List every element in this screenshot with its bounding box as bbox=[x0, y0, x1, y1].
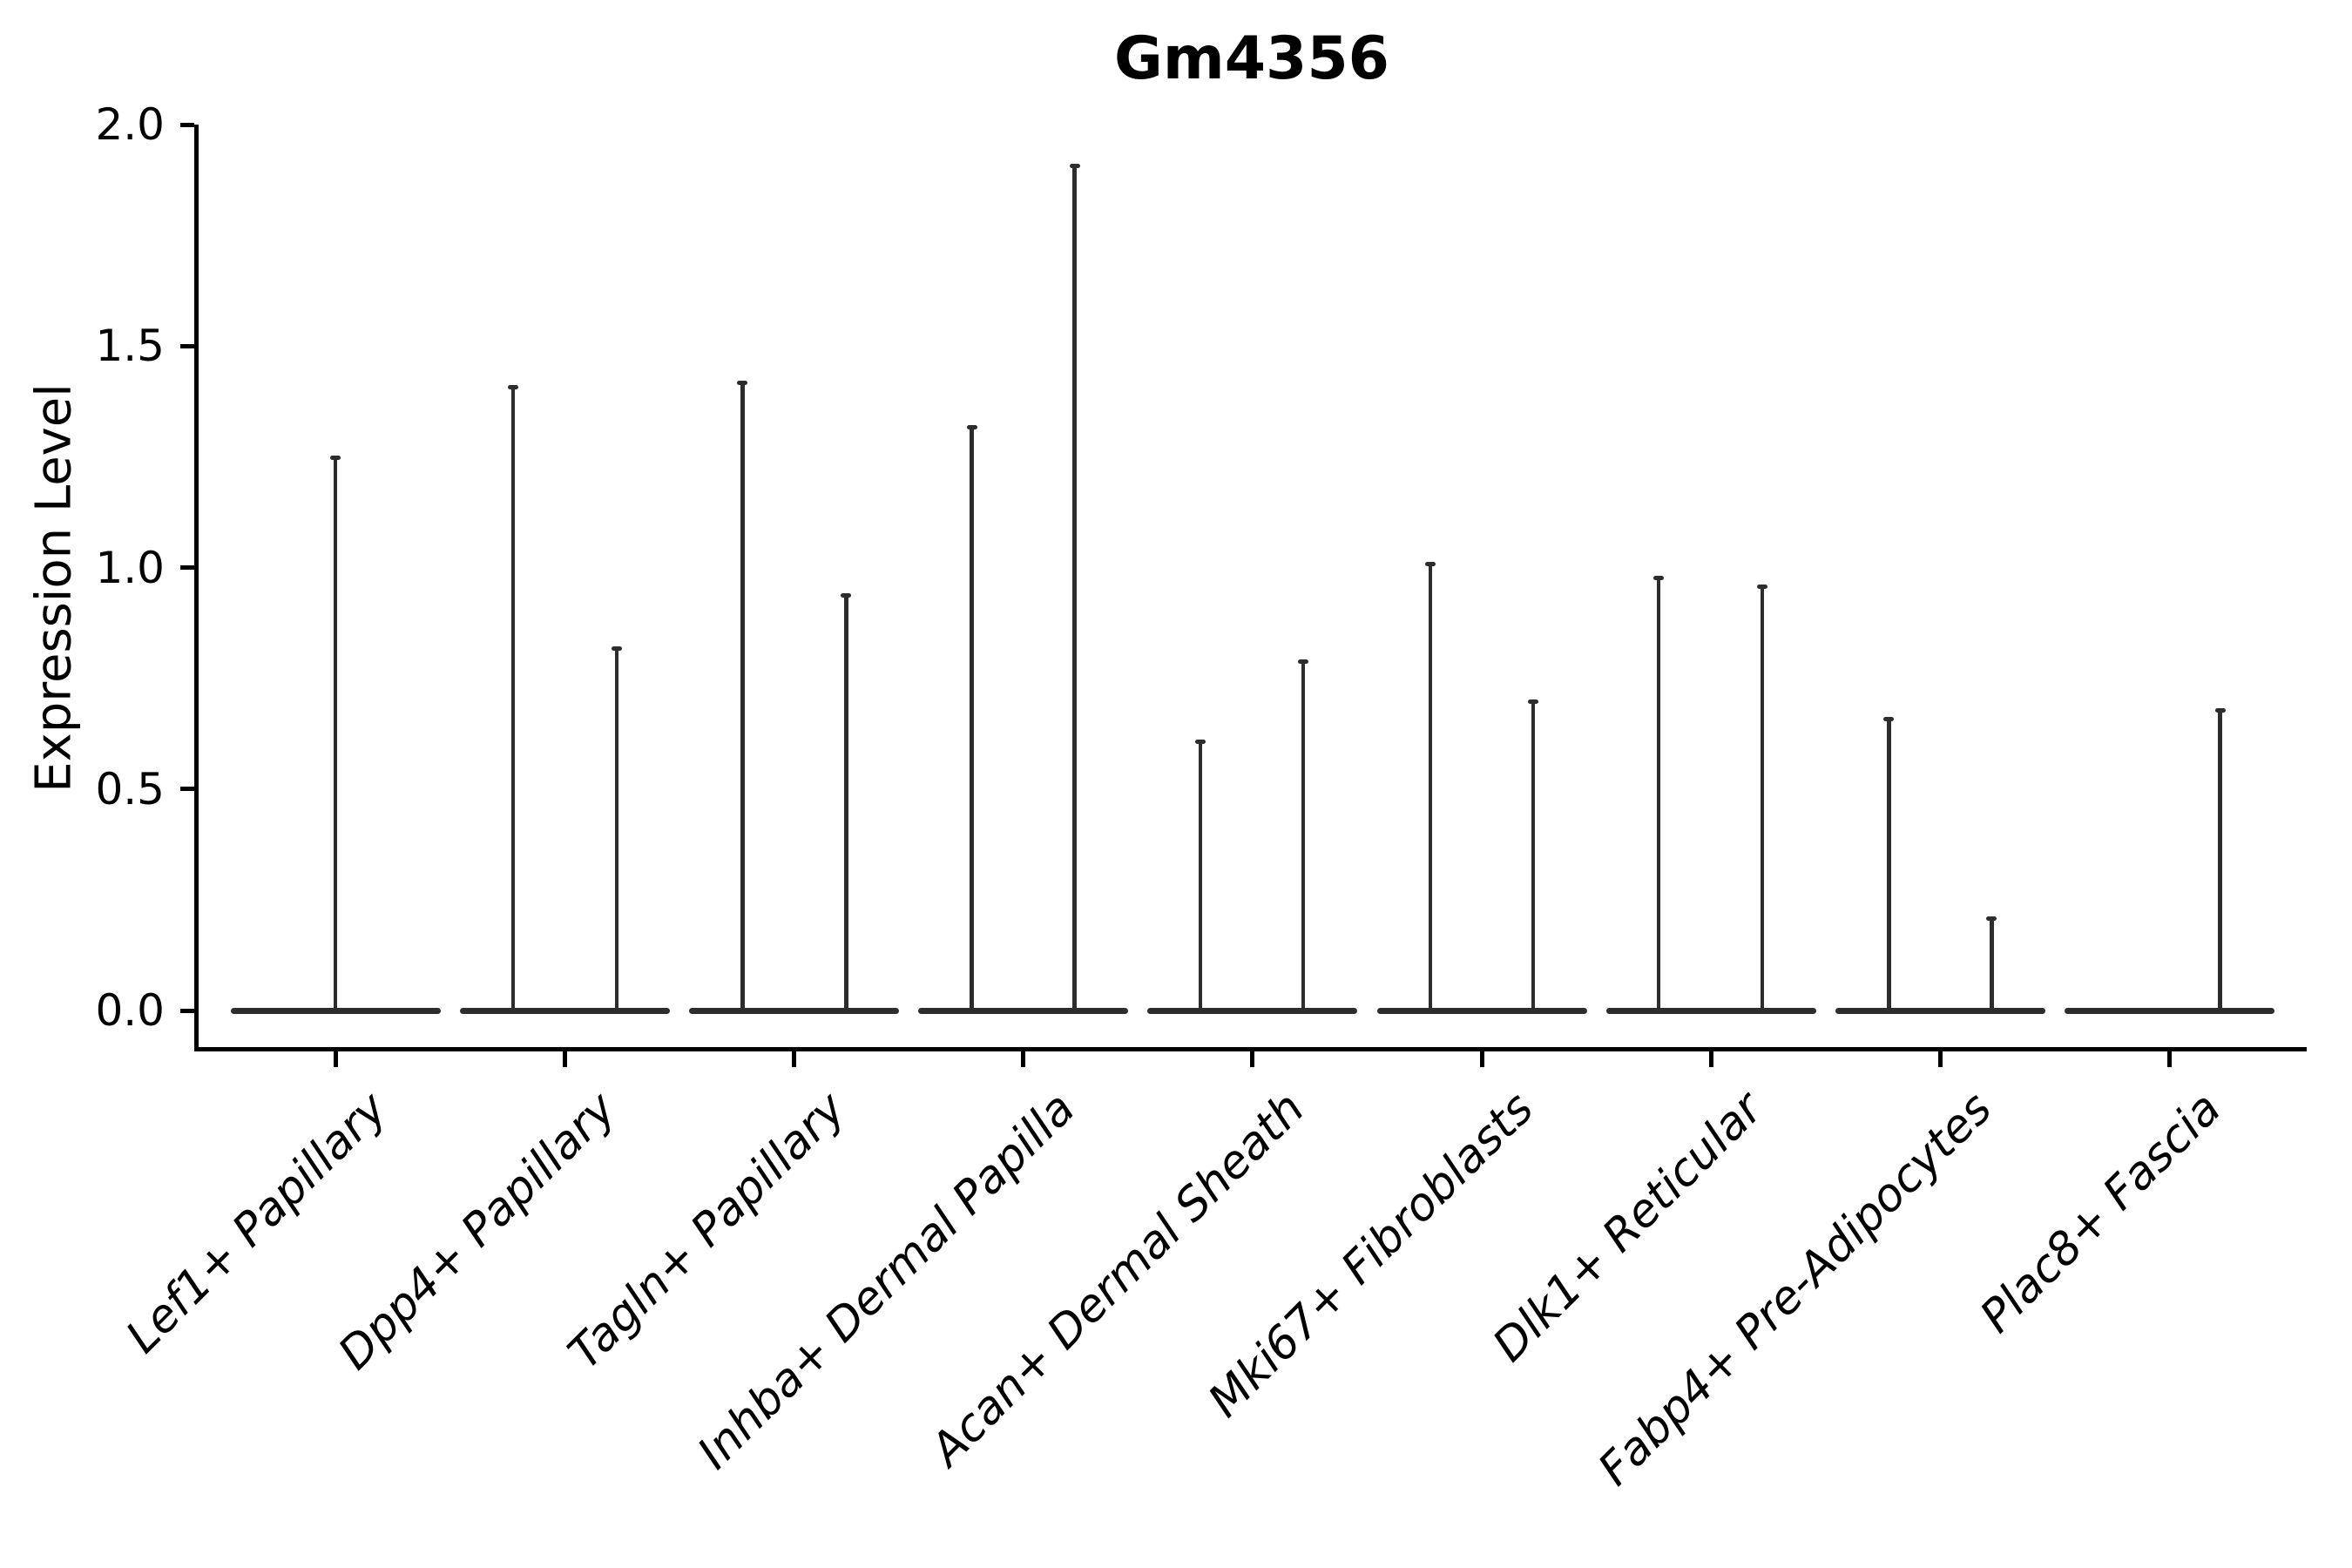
spike-cap bbox=[841, 593, 852, 598]
violin-spike bbox=[510, 386, 516, 1014]
spike-cap bbox=[966, 424, 977, 429]
spike-cap bbox=[1528, 700, 1538, 705]
y-tick-label: 1.0 bbox=[95, 542, 165, 593]
violin-spike bbox=[1990, 917, 1994, 1014]
y-tick bbox=[180, 343, 194, 348]
violin-spike bbox=[1760, 585, 1765, 1014]
violin-spike bbox=[1198, 740, 1203, 1014]
violin-spike bbox=[1887, 718, 1891, 1014]
violin-spike bbox=[333, 456, 338, 1014]
spike-cap bbox=[1425, 562, 1436, 567]
violin-spike bbox=[740, 381, 745, 1014]
spike-cap bbox=[1297, 659, 1308, 665]
y-tick bbox=[180, 1008, 194, 1013]
x-tick bbox=[1021, 1051, 1026, 1067]
x-tick bbox=[1250, 1051, 1255, 1067]
spike-cap bbox=[2214, 708, 2226, 713]
violin-spike bbox=[1531, 700, 1536, 1014]
violin-base bbox=[1605, 1007, 1816, 1014]
spike-cap bbox=[330, 456, 341, 461]
violin-spike bbox=[1072, 164, 1077, 1014]
y-tick-label: 2.0 bbox=[95, 99, 165, 150]
y-tick-label: 0.5 bbox=[95, 763, 165, 814]
x-tick-label: Inhba+ Dermal Papilla bbox=[687, 1082, 1085, 1480]
spike-cap bbox=[508, 385, 519, 389]
x-tick-label: Acan+ Dermal Sheath bbox=[920, 1082, 1315, 1477]
x-tick bbox=[791, 1051, 796, 1067]
x-axis-spine bbox=[194, 1047, 2307, 1051]
x-tick bbox=[1479, 1051, 1484, 1067]
violin-base bbox=[918, 1007, 1129, 1014]
x-tick bbox=[562, 1051, 567, 1067]
x-tick bbox=[1937, 1051, 1943, 1067]
y-tick bbox=[180, 565, 194, 570]
y-tick bbox=[180, 122, 194, 127]
x-tick-label: Fabp4+ Pre-Adipocytes bbox=[1588, 1082, 2003, 1497]
violin-spike bbox=[2218, 709, 2222, 1014]
spike-cap bbox=[1069, 163, 1080, 168]
spike-cap bbox=[1883, 717, 1895, 722]
violin-base bbox=[1376, 1007, 1587, 1014]
y-tick-label: 0.0 bbox=[95, 985, 165, 1036]
violin-spike bbox=[614, 647, 619, 1014]
y-tick-label: 1.5 bbox=[95, 321, 165, 372]
violin-base bbox=[688, 1007, 899, 1014]
spike-cap bbox=[1757, 584, 1768, 589]
spike-cap bbox=[612, 646, 623, 652]
violin-spike bbox=[970, 425, 974, 1014]
violin-spike bbox=[1301, 660, 1306, 1014]
spike-cap bbox=[737, 380, 748, 385]
x-tick bbox=[1708, 1051, 1713, 1067]
y-axis-spine bbox=[194, 125, 199, 1051]
y-tick bbox=[180, 787, 194, 792]
violin-spike bbox=[1656, 576, 1661, 1014]
violin-base bbox=[459, 1007, 670, 1014]
spike-cap bbox=[1194, 739, 1206, 744]
violin-base bbox=[1835, 1007, 2045, 1014]
x-tick bbox=[333, 1051, 338, 1067]
violin-spike bbox=[1428, 563, 1433, 1014]
x-tick-label: Plac8+ Fascia bbox=[1970, 1082, 2232, 1343]
violin-spike bbox=[844, 594, 848, 1014]
violin-base bbox=[1147, 1007, 1358, 1014]
spike-cap bbox=[1653, 575, 1665, 580]
chart-title: Gm4356 bbox=[1114, 24, 1389, 93]
violin-base bbox=[2065, 1007, 2275, 1014]
spike-cap bbox=[1986, 916, 1997, 922]
x-tick bbox=[2167, 1051, 2173, 1067]
